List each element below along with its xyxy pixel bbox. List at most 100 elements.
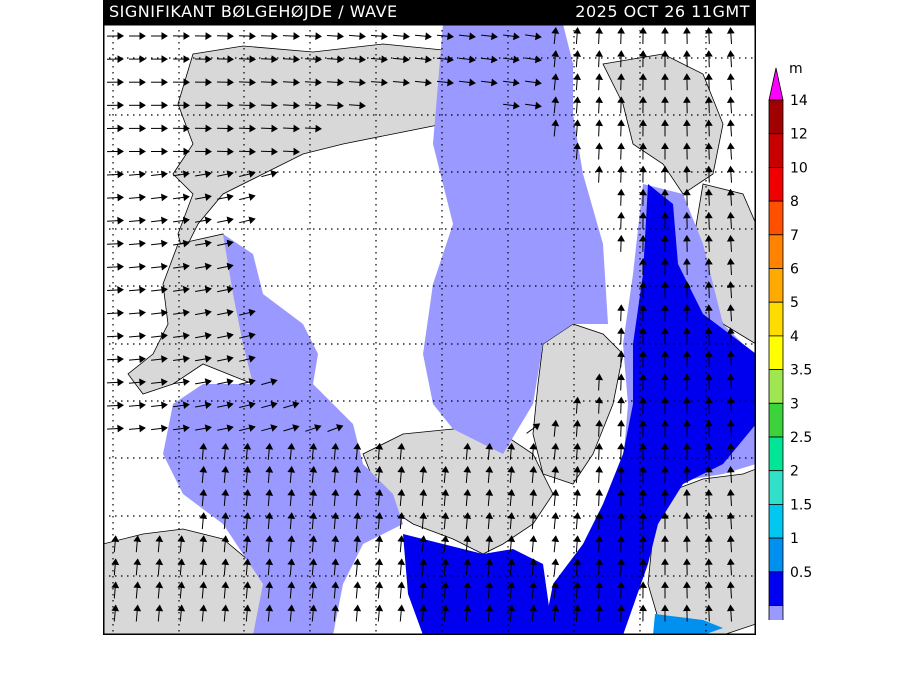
wave-arrowhead	[639, 304, 647, 311]
wave-arrowhead	[226, 262, 234, 271]
wave-arrowhead	[161, 32, 168, 40]
legend-label: 10	[790, 160, 808, 176]
wave-arrowhead	[617, 396, 625, 404]
wave-arrowhead	[182, 378, 190, 386]
wave-arrowhead	[226, 239, 234, 248]
wave-arrowhead	[639, 96, 647, 103]
legend-label: 1.5	[790, 497, 812, 513]
wave-arrowhead	[726, 442, 735, 450]
wave-arrowhead	[661, 304, 669, 311]
wave-arrowhead	[243, 558, 252, 566]
wave-arrowhead	[182, 239, 190, 248]
wave-arrowhead	[617, 165, 625, 173]
wave-arrowhead	[249, 78, 256, 87]
wave-arrowhead	[160, 355, 168, 363]
wave-arrowhead	[617, 535, 625, 542]
wave-arrowhead	[183, 147, 190, 156]
wave-arrowhead	[139, 193, 146, 202]
wave-arrowhead	[309, 512, 318, 519]
wave-arrowhead	[161, 101, 168, 110]
wave-arrowhead	[617, 581, 625, 589]
wave-arrowhead	[292, 401, 300, 409]
wave-arrowhead	[183, 124, 190, 133]
wave-arrowhead	[397, 465, 406, 473]
wave-arrowhead	[661, 50, 669, 57]
wave-arrowhead	[726, 373, 735, 381]
wave-arrowhead	[469, 32, 476, 41]
wave-arrowhead	[661, 281, 669, 288]
wave-arrowhead	[243, 535, 252, 543]
wave-arrowhead	[139, 124, 146, 133]
wave-arrowhead	[249, 124, 256, 133]
wave-arrowhead	[160, 378, 168, 387]
wave-arrowhead	[595, 119, 604, 127]
wave-arrowhead	[683, 234, 691, 242]
wave-arrowhead	[705, 512, 713, 519]
wave-arrowhead	[287, 512, 296, 519]
wave-arrowhead	[221, 581, 230, 589]
wave-arrowhead	[265, 512, 274, 519]
wave-arrowhead	[249, 55, 256, 64]
wave-arrowhead	[111, 558, 120, 566]
wave-arrowhead	[182, 170, 190, 179]
wave-arrowhead	[726, 119, 735, 127]
wave-arrowhead	[315, 101, 322, 110]
wave-arrowhead	[248, 378, 256, 386]
wave-arrowhead	[595, 165, 604, 173]
wave-arrowhead	[315, 78, 322, 87]
legend-top-arrow	[768, 67, 784, 101]
wave-arrowhead	[726, 27, 735, 34]
wave-arrowhead	[177, 535, 186, 543]
wave-arrowhead	[661, 258, 669, 265]
wave-arrowhead	[204, 378, 212, 386]
wave-arrowhead	[331, 489, 340, 496]
wave-arrowhead	[683, 373, 691, 381]
wave-arrowhead	[375, 465, 384, 473]
wave-arrowhead	[315, 124, 322, 133]
wave-arrowhead	[155, 558, 164, 566]
wave-arrowhead	[507, 604, 516, 612]
wave-arrowhead	[639, 604, 647, 612]
wave-arrowhead	[183, 32, 190, 40]
wave-arrowhead	[199, 489, 208, 496]
wave-arrowhead	[726, 165, 735, 173]
wave-arrowhead	[661, 165, 669, 173]
wave-arrowhead	[353, 535, 362, 543]
wave-arrowhead	[551, 419, 560, 427]
wave-arrowhead	[419, 558, 428, 566]
legend-swatch	[768, 436, 784, 472]
wave-arrowhead	[271, 101, 278, 110]
wave-arrowhead	[469, 55, 476, 64]
wave-arrowhead	[639, 350, 647, 358]
wave-zone-light-west	[163, 234, 403, 635]
wave-arrowhead	[617, 350, 625, 358]
wave-arrowhead	[226, 378, 234, 386]
wave-arrowhead	[139, 170, 146, 179]
wave-arrowhead	[331, 558, 340, 566]
wave-arrowhead	[331, 512, 340, 519]
wave-arrowhead	[683, 350, 691, 358]
wave-arrowhead	[227, 147, 234, 156]
wave-arrowhead	[226, 170, 234, 178]
wave-arrowhead	[265, 558, 274, 566]
wave-arrowhead	[639, 165, 647, 173]
wave-arrowhead	[441, 581, 450, 589]
wave-arrowhead	[705, 396, 713, 404]
wave-arrowhead	[419, 581, 428, 589]
wave-arrowhead	[221, 442, 230, 450]
map-title: SIGNIFIKANT BØLGEHØJDE / WAVE	[109, 2, 398, 21]
wave-arrowhead	[485, 442, 494, 450]
legend-swatch	[768, 167, 784, 202]
wave-arrowhead	[309, 604, 318, 612]
wave-arrowhead	[248, 355, 256, 363]
wave-arrowhead	[595, 96, 604, 104]
wave-arrowhead	[265, 581, 274, 589]
wave-arrowhead	[375, 512, 384, 519]
wave-arrowhead	[551, 535, 560, 543]
wave-arrowhead	[617, 419, 625, 427]
wave-arrowhead	[617, 188, 625, 196]
wave-arrowhead	[221, 489, 230, 496]
wave-arrowhead	[595, 419, 604, 427]
wave-arrowhead	[490, 32, 498, 41]
legend-swatch	[768, 99, 784, 135]
